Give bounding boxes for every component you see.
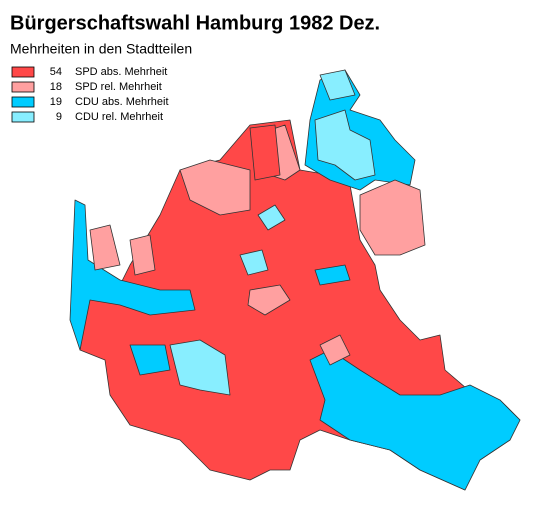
district: [247, 284, 291, 316]
district: [359, 179, 426, 256]
district: [249, 124, 281, 181]
legend-count: 18: [50, 81, 62, 93]
district: [169, 339, 231, 396]
map: [69, 69, 521, 491]
district: [314, 109, 376, 181]
district: [319, 69, 356, 101]
legend-swatch: [11, 81, 35, 93]
title: Bürgerschaftswahl Hamburg 1982 Dez.: [10, 12, 380, 34]
legend: 54 SPD abs. Mehrheit 18 SPD rel. Mehrheit 19…: [11, 66, 169, 123]
legend-label: SPD rel. Mehrheit: [75, 81, 162, 93]
legend-swatch: [11, 96, 35, 108]
district: [309, 349, 521, 491]
legend-swatch: [11, 111, 35, 123]
district: [314, 264, 351, 286]
legend-count: 54: [50, 66, 62, 78]
district: [129, 234, 156, 276]
district: [69, 199, 196, 351]
legend-label: CDU abs. Mehrheit: [75, 96, 169, 108]
legend-count: 9: [56, 111, 62, 123]
subtitle: Mehrheiten in den Stadtteilen: [10, 41, 192, 57]
district: [129, 344, 171, 376]
district: [257, 204, 286, 231]
legend-label: CDU rel. Mehrheit: [75, 111, 163, 123]
district: [319, 334, 351, 366]
legend-label: SPD abs. Mehrheit: [75, 66, 167, 78]
district: [89, 224, 121, 271]
district: [239, 249, 269, 276]
legend-count: 19: [50, 96, 62, 108]
legend-swatch: [11, 66, 35, 78]
district: [179, 159, 251, 216]
